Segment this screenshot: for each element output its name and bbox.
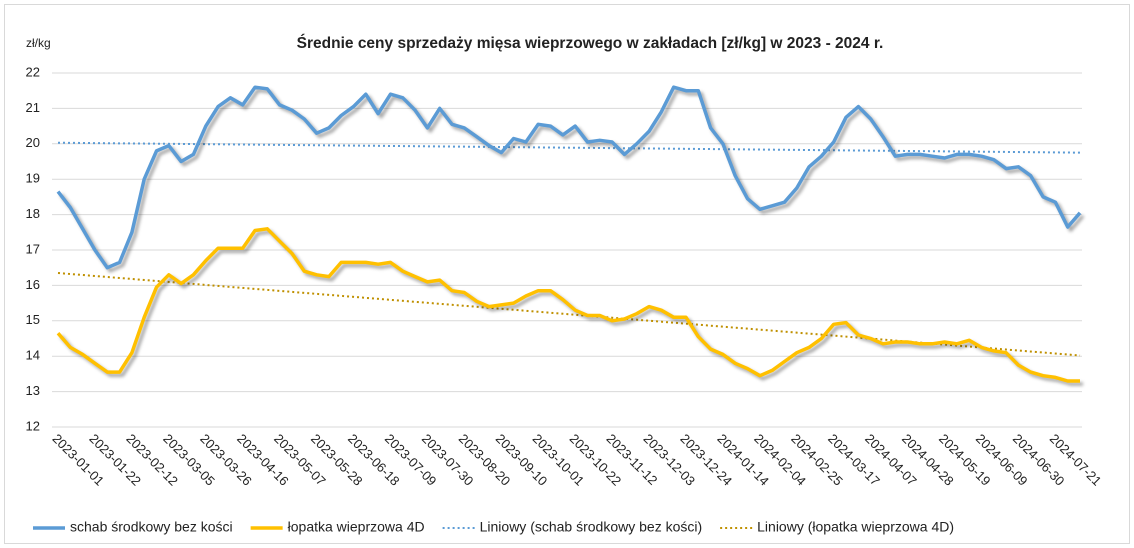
y-tick-label: 14 xyxy=(26,348,40,363)
y-tick-label: 16 xyxy=(26,277,40,292)
y-tick-label: 12 xyxy=(26,418,40,433)
series-line xyxy=(56,85,1082,270)
y-tick-label: 21 xyxy=(26,100,40,115)
y-tick-label: 19 xyxy=(26,171,40,186)
y-tick-label: 18 xyxy=(26,206,40,221)
y-tick-label: 22 xyxy=(26,64,40,79)
legend-label: Liniowy (łopatka wieprzowa 4D) xyxy=(757,519,954,535)
y-axis-label: zł/kg xyxy=(26,36,51,50)
y-tick-label: 17 xyxy=(26,241,40,256)
trend-line xyxy=(57,141,1081,154)
y-tick-label: 13 xyxy=(26,383,40,398)
legend-label: łopatka wieprzowa 4D xyxy=(288,519,425,535)
y-tick-label: 15 xyxy=(26,312,40,327)
legend-label: schab środkowy bez kości xyxy=(70,519,233,535)
legend-label: Liniowy (schab środkowy bez kości) xyxy=(480,519,703,535)
series-line xyxy=(56,227,1080,383)
trend-line xyxy=(57,272,1081,357)
y-tick-label: 20 xyxy=(26,135,40,150)
chart-title: Średnie ceny sprzedaży mięsa wieprzowego… xyxy=(297,34,884,52)
legend: schab środkowy bez kości łopatka wieprzow… xyxy=(33,519,954,535)
